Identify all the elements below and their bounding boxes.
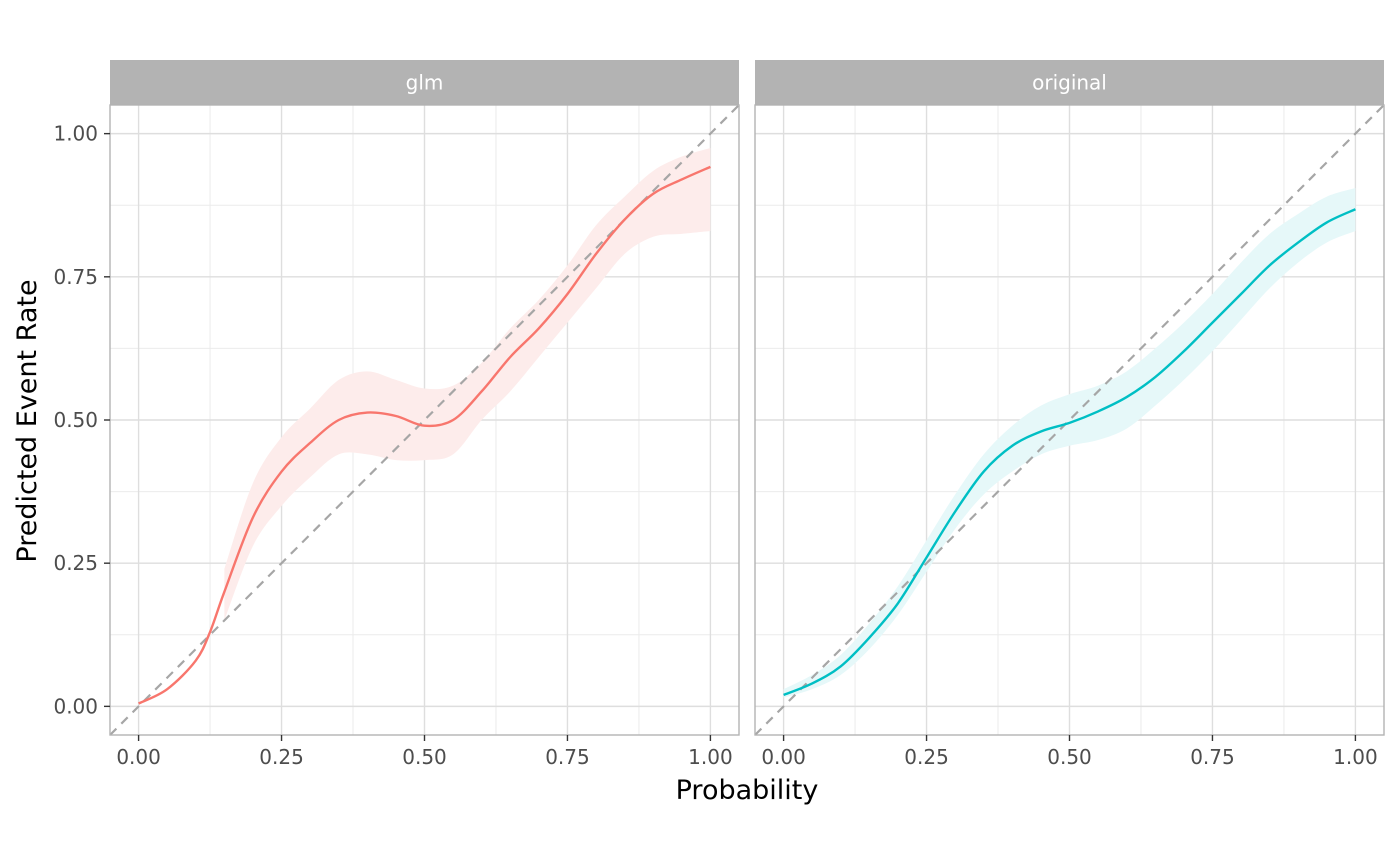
strip-label: glm [406,71,444,95]
x-tick-label: 0.50 [402,745,447,769]
y-tick-label: 0.00 [53,694,98,718]
strip-background [110,60,739,105]
y-tick-label: 0.25 [53,551,98,575]
x-tick-label: 0.25 [259,745,304,769]
x-tick-label: 0.75 [545,745,590,769]
reference-line [755,105,1384,735]
panel-glm: glm 0.00 0.25 0.50 0.75 1.00 0.00 0.25 0.50 0.75 1… [53,60,740,769]
panel-original: original 0.00 0.25 0.50 0.75 1.00 [754,60,1385,769]
y-tick-label: 1.00 [53,122,98,146]
x-axis-title: Probability [676,775,819,806]
plot-area [755,105,1384,735]
confidence-ribbon [224,147,711,621]
x-tick-label: 0.50 [1047,745,1092,769]
series-line [138,165,711,705]
plot-area [110,105,739,735]
x-tick-label: 0.00 [761,745,806,769]
y-axis-title: Predicted Event Rate [12,279,43,562]
x-tick-label: 1.00 [688,745,733,769]
x-tick-label: 0.25 [904,745,949,769]
y-tick-label: 0.75 [53,265,98,289]
strip-background [755,60,1384,105]
x-tick-label: 1.00 [1333,745,1378,769]
x-tick-label: 0.00 [116,745,161,769]
panels: glm 0.00 0.25 0.50 0.75 1.00 0.00 0.25 0.50 0.75 1… [53,60,1385,769]
y-tick-label: 0.50 [53,408,98,432]
series-line [783,208,1356,697]
confidence-ribbon [783,188,1356,698]
x-tick-label: 0.75 [1190,745,1235,769]
strip-label: original [1032,71,1107,95]
